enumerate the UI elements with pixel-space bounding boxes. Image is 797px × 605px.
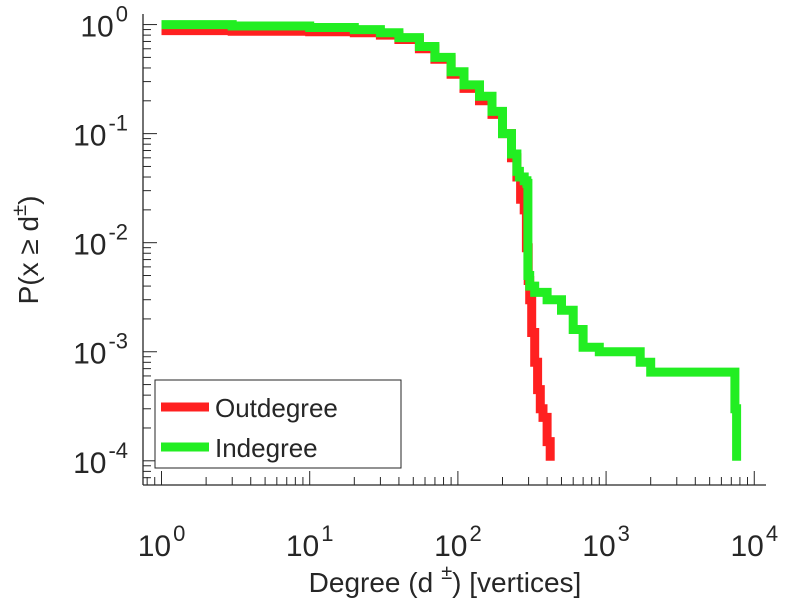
- y-tick-label: 10-1: [73, 111, 128, 153]
- legend: Outdegree Indegree: [154, 379, 402, 469]
- series-line-indegree: [161, 20, 742, 461]
- series-layer: [161, 20, 742, 461]
- y-axis-label-sup: ±: [9, 205, 31, 216]
- y-tick-label: 10-2: [73, 220, 128, 262]
- x-tick-label: 103: [582, 521, 630, 563]
- x-tick-label: 101: [286, 521, 334, 563]
- x-tick-label: 104: [730, 521, 778, 563]
- legend-label-indegree: Indegree: [215, 433, 318, 463]
- y-tick-label: 10-3: [73, 329, 128, 371]
- legend-label-outdegree: Outdegree: [215, 393, 338, 423]
- legend-box: [154, 379, 402, 469]
- ticks-layer: [143, 24, 755, 486]
- y-tick-label: 10-4: [73, 438, 128, 480]
- x-axis-label-sup: ±: [441, 562, 452, 584]
- tick-label-layer: 100 101 102 103 104 100 10-1 10-2 10-3 10-4: [73, 2, 778, 563]
- x-tick-label: 102: [434, 521, 482, 563]
- axes-layer: [142, 14, 766, 486]
- y-tick-label: 100: [80, 2, 128, 44]
- x-tick-label: 100: [138, 521, 186, 563]
- y-axis-label: P(x ≥ d±): [9, 196, 44, 305]
- x-axis-label: Degree (d ±) [vertices]: [309, 562, 582, 598]
